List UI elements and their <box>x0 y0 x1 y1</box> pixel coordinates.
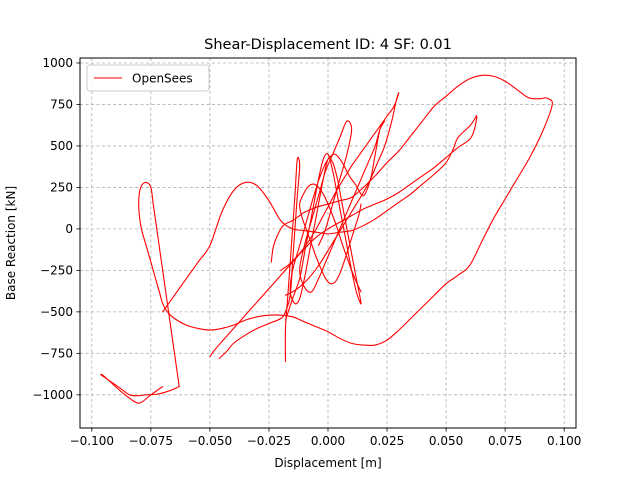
y-tick-label-8: 1000 <box>42 56 73 70</box>
series-line-opensees-segment-5 <box>284 120 386 321</box>
y-tick-label-0: −1000 <box>32 388 73 402</box>
x-tick-label-4: 0.000 <box>311 434 345 448</box>
series-line-opensees-segment-1 <box>138 181 180 388</box>
series-line-opensees-segment-7 <box>299 183 362 293</box>
y-tick-label-7: 750 <box>50 98 73 112</box>
y-tick-label-3: −250 <box>40 264 73 278</box>
series-line-opensees-segment-3 <box>162 115 478 358</box>
legend-box <box>86 64 210 92</box>
y-tick-label-2: −500 <box>40 305 73 319</box>
legend-label-opensees: OpenSees <box>132 72 193 86</box>
series-line-opensees-segment-2 <box>100 373 180 404</box>
x-tick-label-8: 0.100 <box>547 434 581 448</box>
y-tick-label-1: −750 <box>40 347 73 361</box>
x-tick-label-0: −0.100 <box>70 434 114 448</box>
x-tick-label-1: −0.075 <box>129 434 173 448</box>
plot-series <box>100 74 553 404</box>
y-tick-label-4: 0 <box>65 222 73 236</box>
x-tick-label-2: −0.050 <box>188 434 232 448</box>
y-axis-label: Base Reaction [kN] <box>4 186 18 300</box>
x-tick-label-3: −0.025 <box>247 434 291 448</box>
series-line-opensees-segment-0 <box>159 74 553 347</box>
y-tick-label-6: 500 <box>50 139 73 153</box>
x-tick-label-5: 0.025 <box>370 434 404 448</box>
y-tick-label-5: 250 <box>50 181 73 195</box>
y-axis-ticks: −1000 −750 −500 −250 0 250 500 750 1000 <box>32 56 80 402</box>
x-tick-label-7: 0.075 <box>488 434 522 448</box>
x-axis-label: Displacement [m] <box>274 456 381 470</box>
x-axis-ticks: −0.100 −0.075 −0.050 −0.025 0.000 0.025 0.050 0… <box>70 428 581 448</box>
chart-title: Shear-Displacement ID: 4 SF: 0.01 <box>204 37 452 53</box>
series-line-opensees-segment-4 <box>218 156 301 363</box>
x-tick-label-6: 0.050 <box>429 434 463 448</box>
legend: OpenSees <box>86 64 210 92</box>
series-line-opensees-segment-6 <box>280 92 400 296</box>
